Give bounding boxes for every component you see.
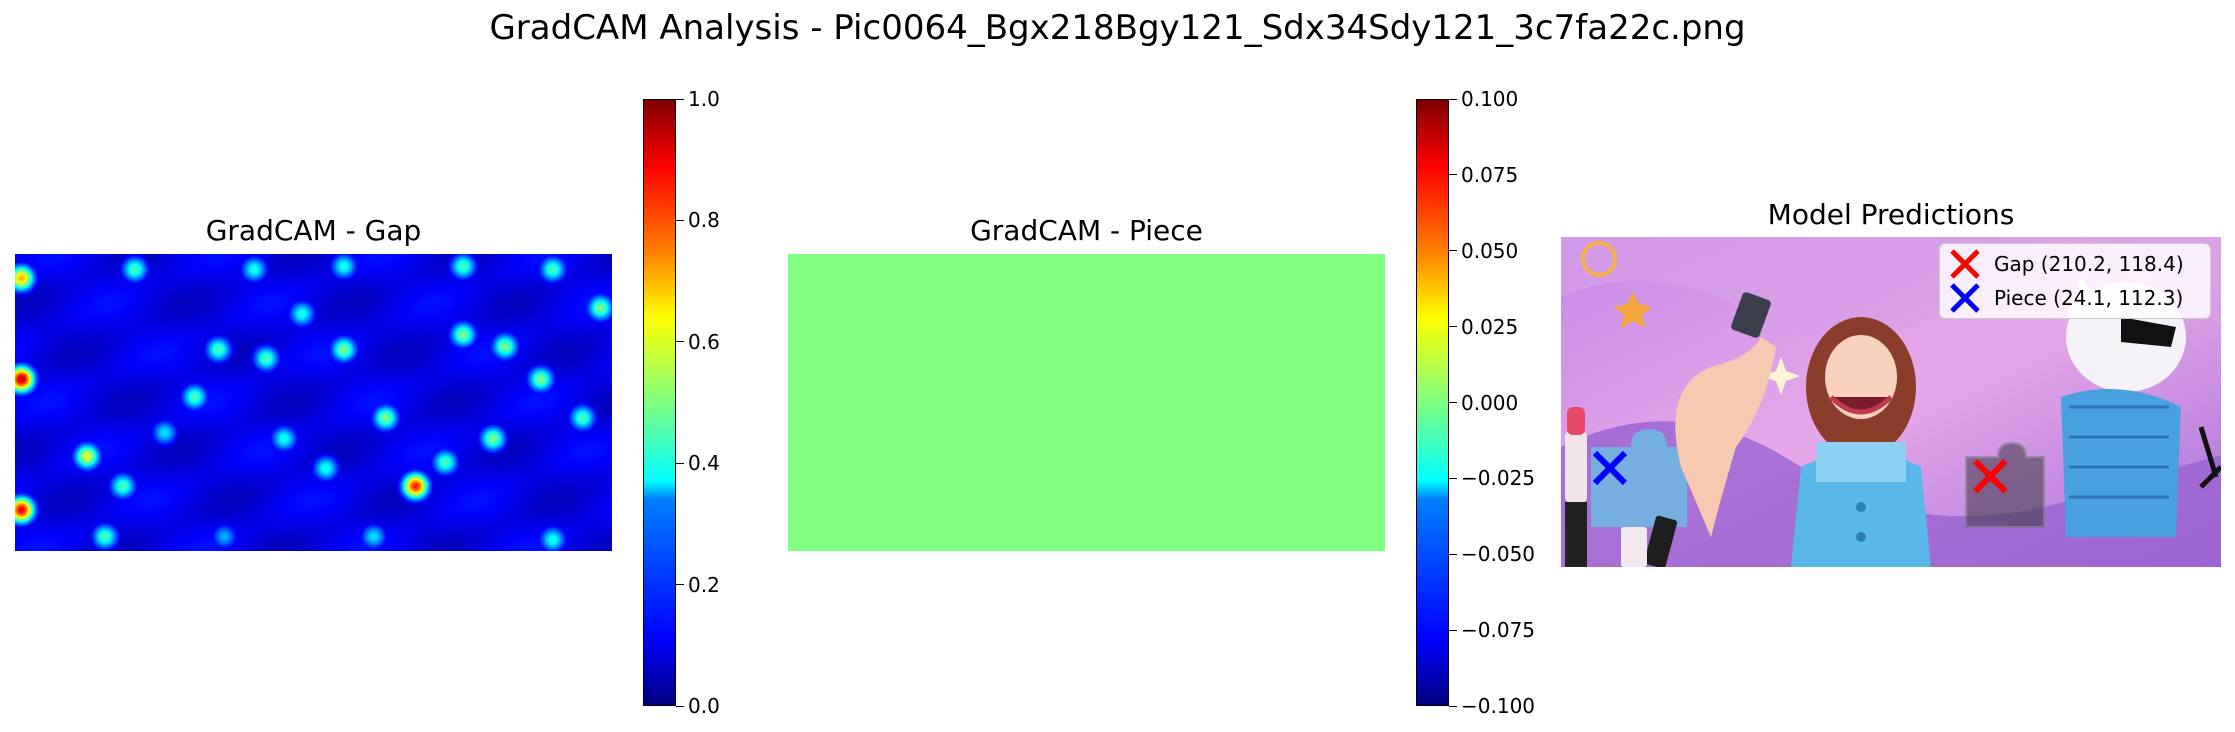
colorbar-tick-label: 0.8 bbox=[688, 208, 720, 233]
gap-panel-title: GradCAM - Gap bbox=[205, 214, 422, 247]
predictions-image: Gap (210.2, 118.4) Piece (24.1, 112.3) bbox=[1561, 237, 2221, 567]
colorbar-tick bbox=[676, 462, 684, 464]
colorbar-tick-label: −0.100 bbox=[1461, 694, 1536, 718]
colorbar-tick bbox=[1449, 98, 1457, 100]
predictions-panel-title: Model Predictions bbox=[1767, 198, 2015, 231]
colorbar-tick-label: −0.050 bbox=[1461, 542, 1536, 567]
gap-prediction-marker bbox=[1973, 459, 2008, 494]
colorbar-tick bbox=[1449, 705, 1457, 707]
predictions-legend: Gap (210.2, 118.4) Piece (24.1, 112.3) bbox=[1939, 243, 2211, 319]
colorbar-tick bbox=[1449, 250, 1457, 252]
gap-colorbar bbox=[643, 99, 676, 706]
colorbar-tick bbox=[1449, 174, 1457, 176]
legend-item-piece: Piece (24.1, 112.3) bbox=[1948, 281, 2183, 315]
colorbar-tick bbox=[1449, 553, 1457, 555]
colorbar-tick bbox=[676, 219, 684, 221]
legend-label-gap: Gap (210.2, 118.4) bbox=[1994, 252, 2184, 276]
colorbar-tick bbox=[676, 705, 684, 707]
colorbar-tick-label: −0.075 bbox=[1461, 618, 1536, 643]
colorbar-tick-label: 0.2 bbox=[688, 572, 720, 597]
colorbar-tick-label: 0.6 bbox=[688, 329, 720, 354]
colorbar-tick-label: 0.4 bbox=[688, 451, 720, 476]
suptitle: GradCAM Analysis - Pic0064_Bgx218Bgy121_… bbox=[489, 8, 1746, 48]
prediction-markers bbox=[1592, 450, 2008, 494]
colorbar-tick-label: −0.025 bbox=[1461, 466, 1536, 491]
piece-heatmap bbox=[788, 254, 1385, 551]
blue-x-icon bbox=[1950, 283, 1980, 313]
colorbar-tick-label: 1.0 bbox=[688, 87, 720, 111]
colorbar-tick-label: 0.075 bbox=[1461, 162, 1519, 187]
legend-label-piece: Piece (24.1, 112.3) bbox=[1994, 286, 2184, 310]
gap-heatmap bbox=[15, 254, 612, 551]
piece-panel-title: GradCAM - Piece bbox=[970, 214, 1203, 247]
colorbar-tick bbox=[1449, 402, 1457, 403]
piece-prediction-marker bbox=[1592, 450, 1628, 486]
colorbar-tick bbox=[1449, 326, 1457, 328]
piece-colorbar bbox=[1416, 99, 1449, 706]
colorbar-tick bbox=[676, 584, 684, 586]
colorbar-tick-label: 0.0 bbox=[688, 694, 720, 718]
colorbar-tick bbox=[676, 98, 684, 100]
colorbar-tick-label: 0.025 bbox=[1461, 314, 1519, 339]
red-x-icon bbox=[1950, 249, 1980, 279]
colorbar-tick bbox=[1449, 629, 1457, 631]
colorbar-tick bbox=[676, 341, 684, 343]
colorbar-tick bbox=[1449, 477, 1457, 479]
colorbar-tick-label: 0.100 bbox=[1461, 87, 1519, 111]
legend-item-gap: Gap (210.2, 118.4) bbox=[1948, 247, 2184, 281]
colorbar-tick-label: 0.000 bbox=[1461, 390, 1519, 415]
colorbar-tick-label: 0.050 bbox=[1461, 238, 1519, 263]
